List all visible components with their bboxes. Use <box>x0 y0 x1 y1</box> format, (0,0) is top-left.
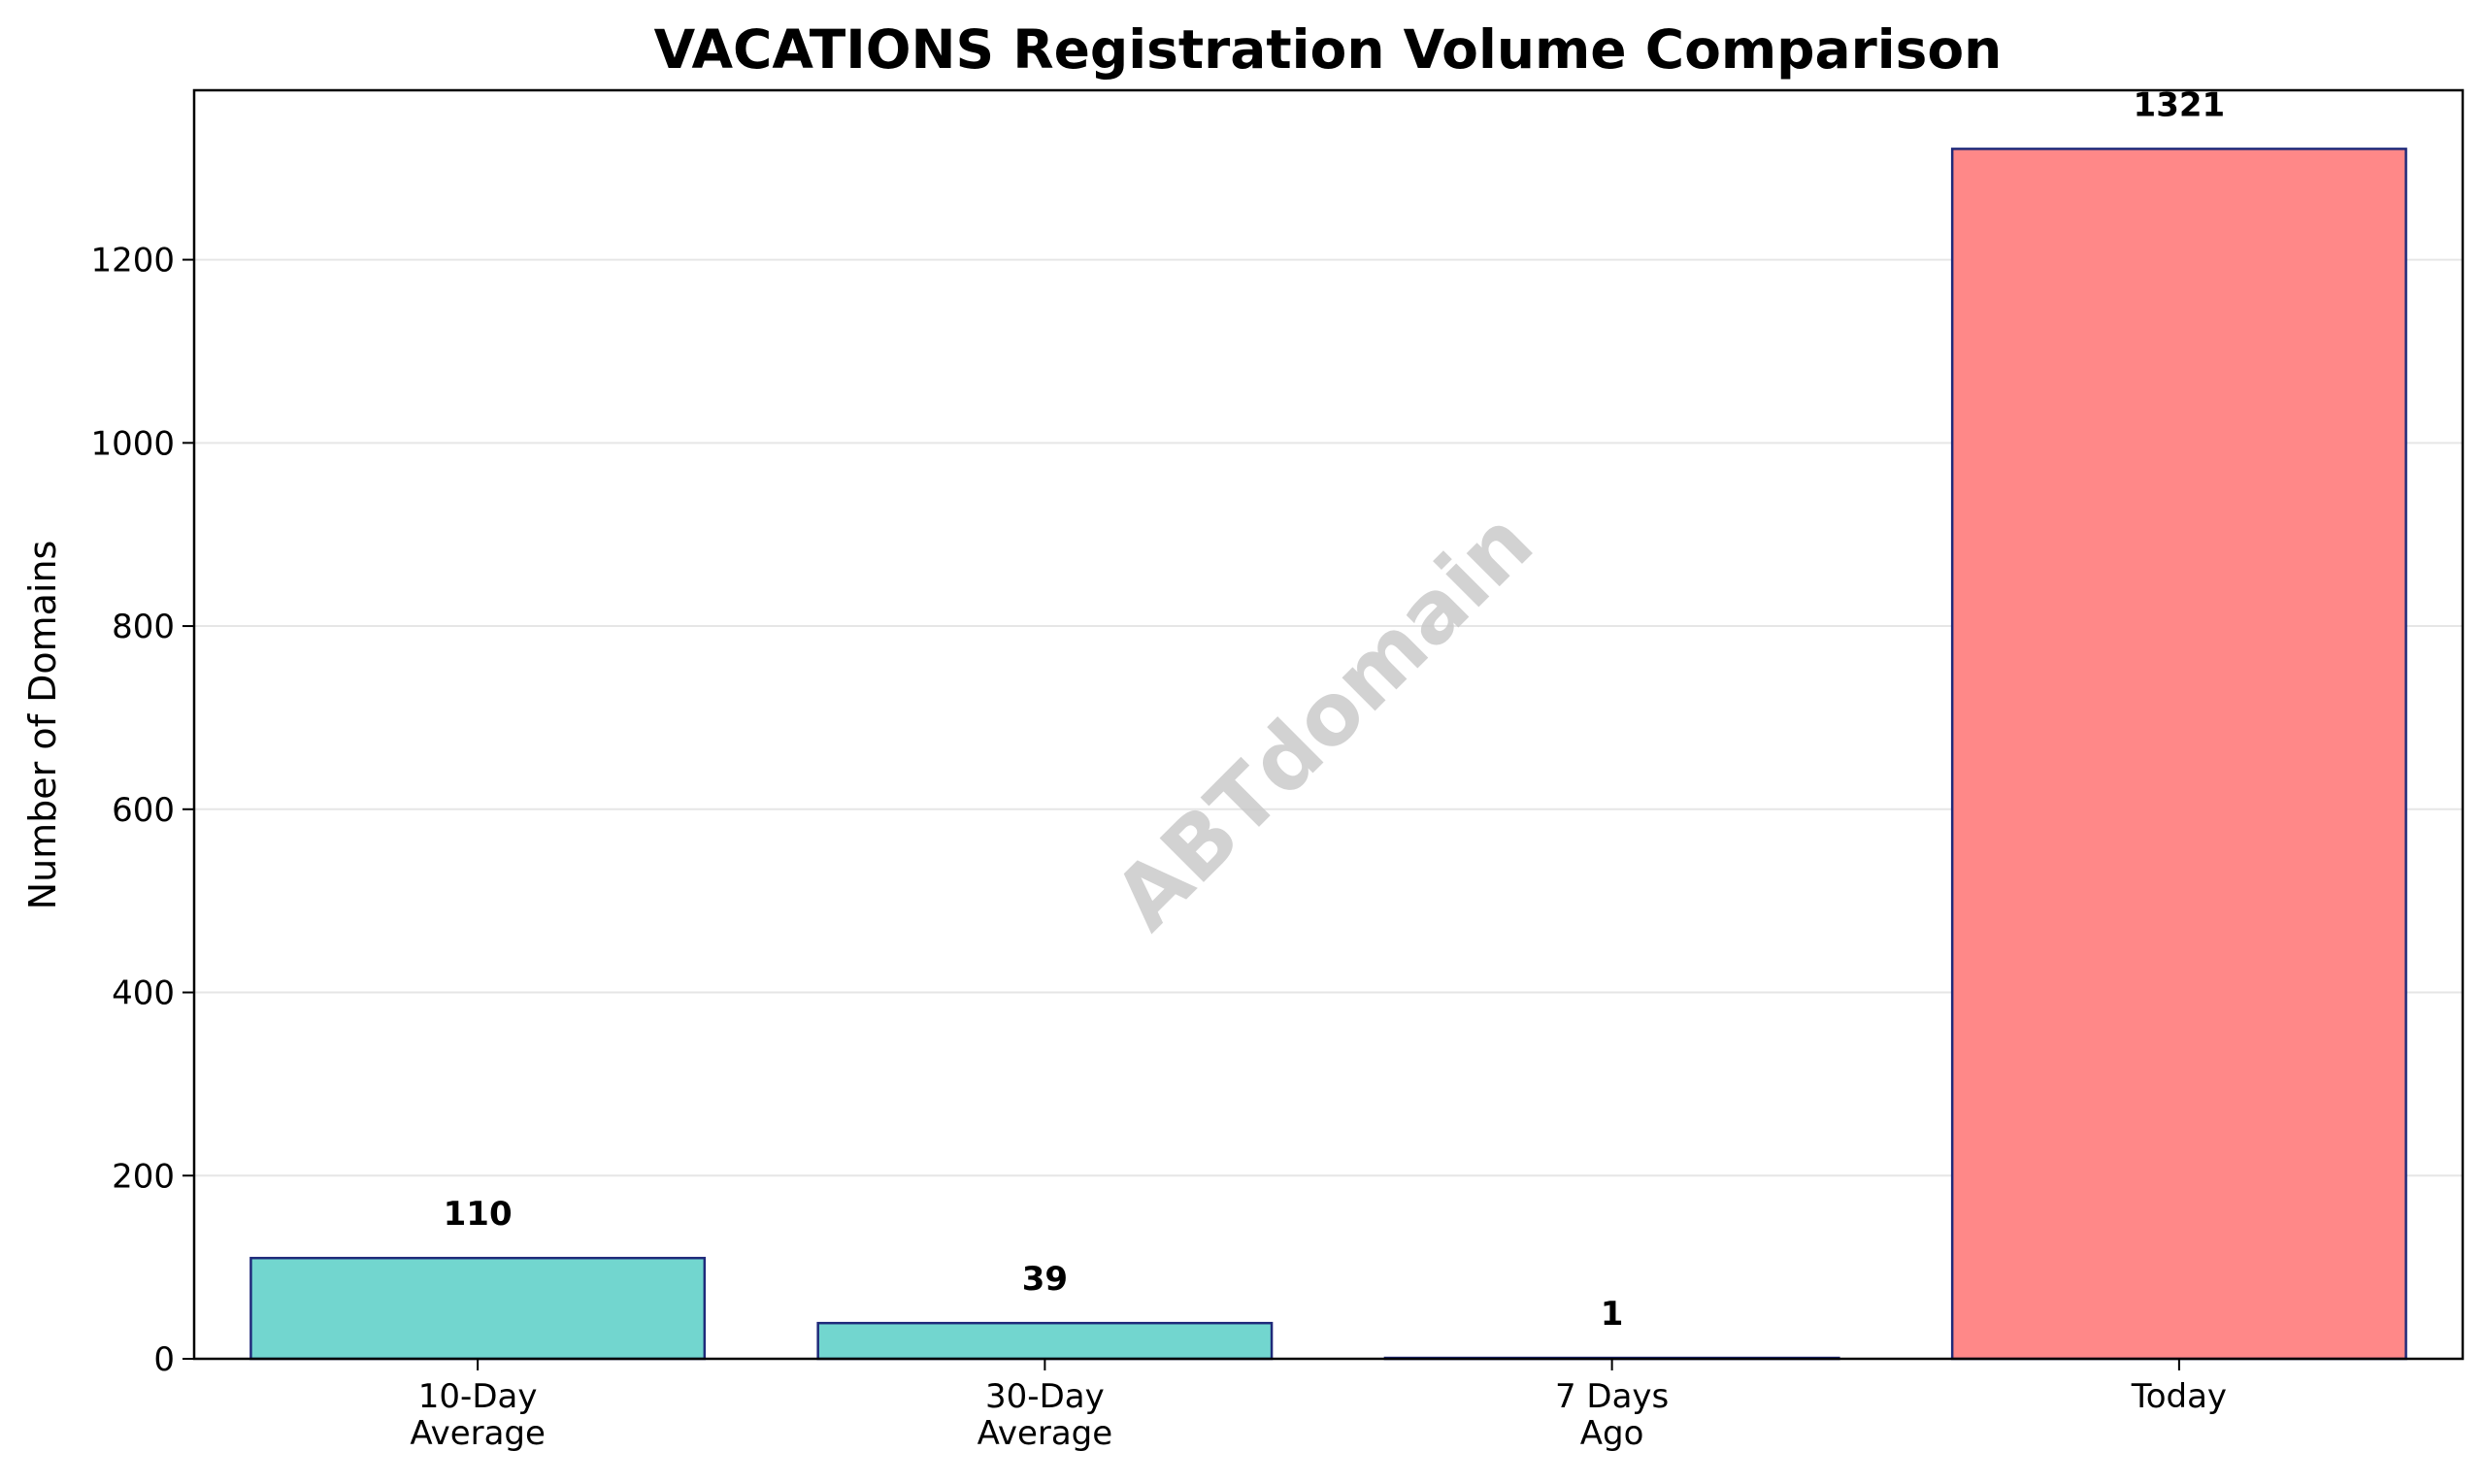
data-label: 39 <box>1022 1260 1068 1299</box>
x-tick-label-line: 7 Days <box>1555 1377 1669 1416</box>
data-label: 110 <box>444 1195 513 1234</box>
x-tick-label: 10-Day Average <box>410 1377 546 1453</box>
y-tick-label: 0 <box>153 1340 175 1379</box>
x-tick-label: 7 Days Ago <box>1555 1377 1669 1453</box>
data-label: 1 <box>1601 1295 1624 1334</box>
x-tick-label: Today <box>2131 1377 2227 1416</box>
bar <box>1950 148 2407 1361</box>
y-tick-label: 1000 <box>90 424 175 463</box>
y-tick-label: 800 <box>112 608 175 646</box>
bar <box>249 1256 707 1361</box>
bar <box>816 1321 1274 1361</box>
y-tick-label: 1200 <box>90 242 175 280</box>
y-axis-label: Number of Domains <box>21 541 64 910</box>
watermark: ABTdomain <box>1095 492 1552 949</box>
x-tick-label-line: Ago <box>1580 1414 1644 1453</box>
x-tick-label-line: Today <box>2131 1377 2227 1416</box>
x-tick-label-line: Average <box>410 1414 546 1453</box>
bars <box>249 148 2407 1361</box>
chart-title: VACATIONS Registration Volume Comparison <box>654 18 2003 81</box>
y-axis: 0 200 400 600 800 1000 1200 <box>90 242 194 1379</box>
x-tick-label-line: 10-Day <box>418 1377 538 1416</box>
y-tick-label: 600 <box>112 791 175 830</box>
data-label: 1321 <box>2134 85 2226 124</box>
data-labels: 110 39 1 1321 <box>444 85 2226 1334</box>
x-tick-label-line: Average <box>977 1414 1113 1453</box>
y-tick-label: 400 <box>112 974 175 1013</box>
x-tick-label-line: 30-Day <box>985 1377 1105 1416</box>
plot-frame <box>192 88 2465 1361</box>
y-tick-label: 200 <box>112 1157 175 1196</box>
x-tick-label: 30-Day Average <box>977 1377 1113 1453</box>
